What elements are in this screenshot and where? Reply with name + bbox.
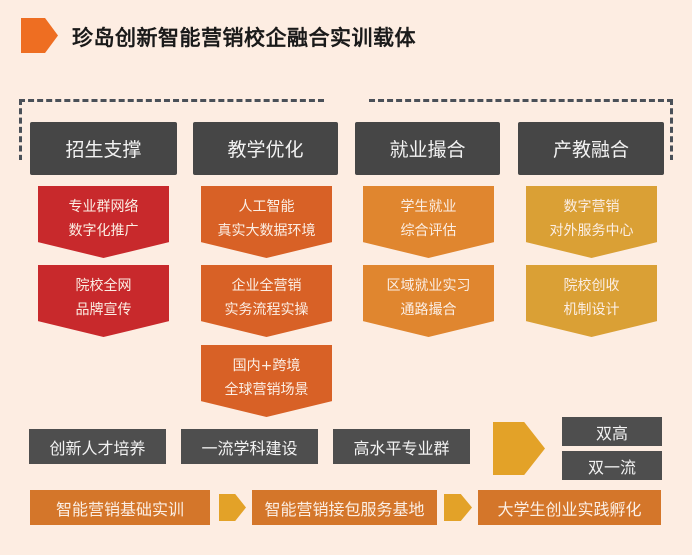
outcome-box: 一流学科建设 [181,429,318,464]
header-label: 就业撮合 [389,139,466,161]
header-label: 产教融合 [552,139,629,161]
item-line: 全球营销场景 [224,382,309,398]
pipeline-label: 智能营销接包服务基地 [264,499,425,519]
arrow-right-icon [219,494,246,521]
title-marker-icon [21,18,58,53]
goal-box: 双高 [562,417,662,446]
item-line: 通路撮合 [400,302,457,318]
header-integration: 产教融合 [518,122,664,175]
item-line: 品牌宣传 [75,302,132,318]
pipeline-label: 智能营销基础实训 [55,499,184,519]
pipeline-step: 大学生创业实践孵化 [478,490,661,525]
outcome-label: 高水平专业群 [353,438,450,458]
column-item: 国内+跨境全球营销场景 [201,345,332,417]
outcome-label: 一流学科建设 [201,438,298,458]
goal-box: 双一流 [562,451,662,480]
item-line: 院校全网 [75,278,132,294]
column-item: 企业全营销实务流程实操 [201,265,332,337]
item-line: 国内+跨境 [232,358,301,374]
item-line: 机制设计 [563,302,620,318]
column-item: 数字营销对外服务中心 [526,186,657,258]
item-line: 真实大数据环境 [217,223,316,239]
goal-label: 双高 [595,423,628,443]
column-item: 学生就业 综合评估 [363,186,494,258]
arrow-right-icon [493,422,545,475]
header-teaching: 教学优化 [193,122,338,175]
item-line: 院校创收 [563,278,620,294]
goal-label: 双一流 [587,457,636,477]
header-enrollment: 招生支撑 [30,122,177,175]
item-line: 数字营销 [563,199,620,215]
item-line: 专业群网络 [68,199,139,215]
item-line: 学生就业 [400,199,457,215]
header-employment: 就业撮合 [355,122,500,175]
item-line: 人工智能 [238,199,295,215]
header-label: 教学优化 [227,139,304,161]
page-title: 珍岛创新智能营销校企融合实训载体 [72,26,416,50]
header-label: 招生支撑 [65,139,142,161]
column-item: 专业群网络数字化推广 [38,186,169,258]
item-line: 综合评估 [400,223,457,239]
column-item: 院校创收 机制设计 [526,265,657,337]
item-line: 区域就业实习 [386,278,471,294]
column-item: 院校全网 品牌宣传 [38,265,169,337]
outcome-box: 高水平专业群 [333,429,470,464]
item-line: 实务流程实操 [224,302,309,318]
item-line: 数字化推广 [68,223,139,239]
outcome-label: 创新人才培养 [49,438,146,458]
pipeline-step: 智能营销接包服务基地 [252,490,437,525]
column-item: 人工智能真实大数据环境 [201,186,332,258]
pipeline-label: 大学生创业实践孵化 [497,499,642,519]
outcome-box: 创新人才培养 [29,429,166,464]
arrow-right-icon [444,494,472,521]
item-line: 企业全营销 [231,278,302,294]
item-line: 对外服务中心 [549,223,634,239]
pipeline-step: 智能营销基础实训 [30,490,210,525]
column-item: 区域就业实习 通路撮合 [363,265,494,337]
